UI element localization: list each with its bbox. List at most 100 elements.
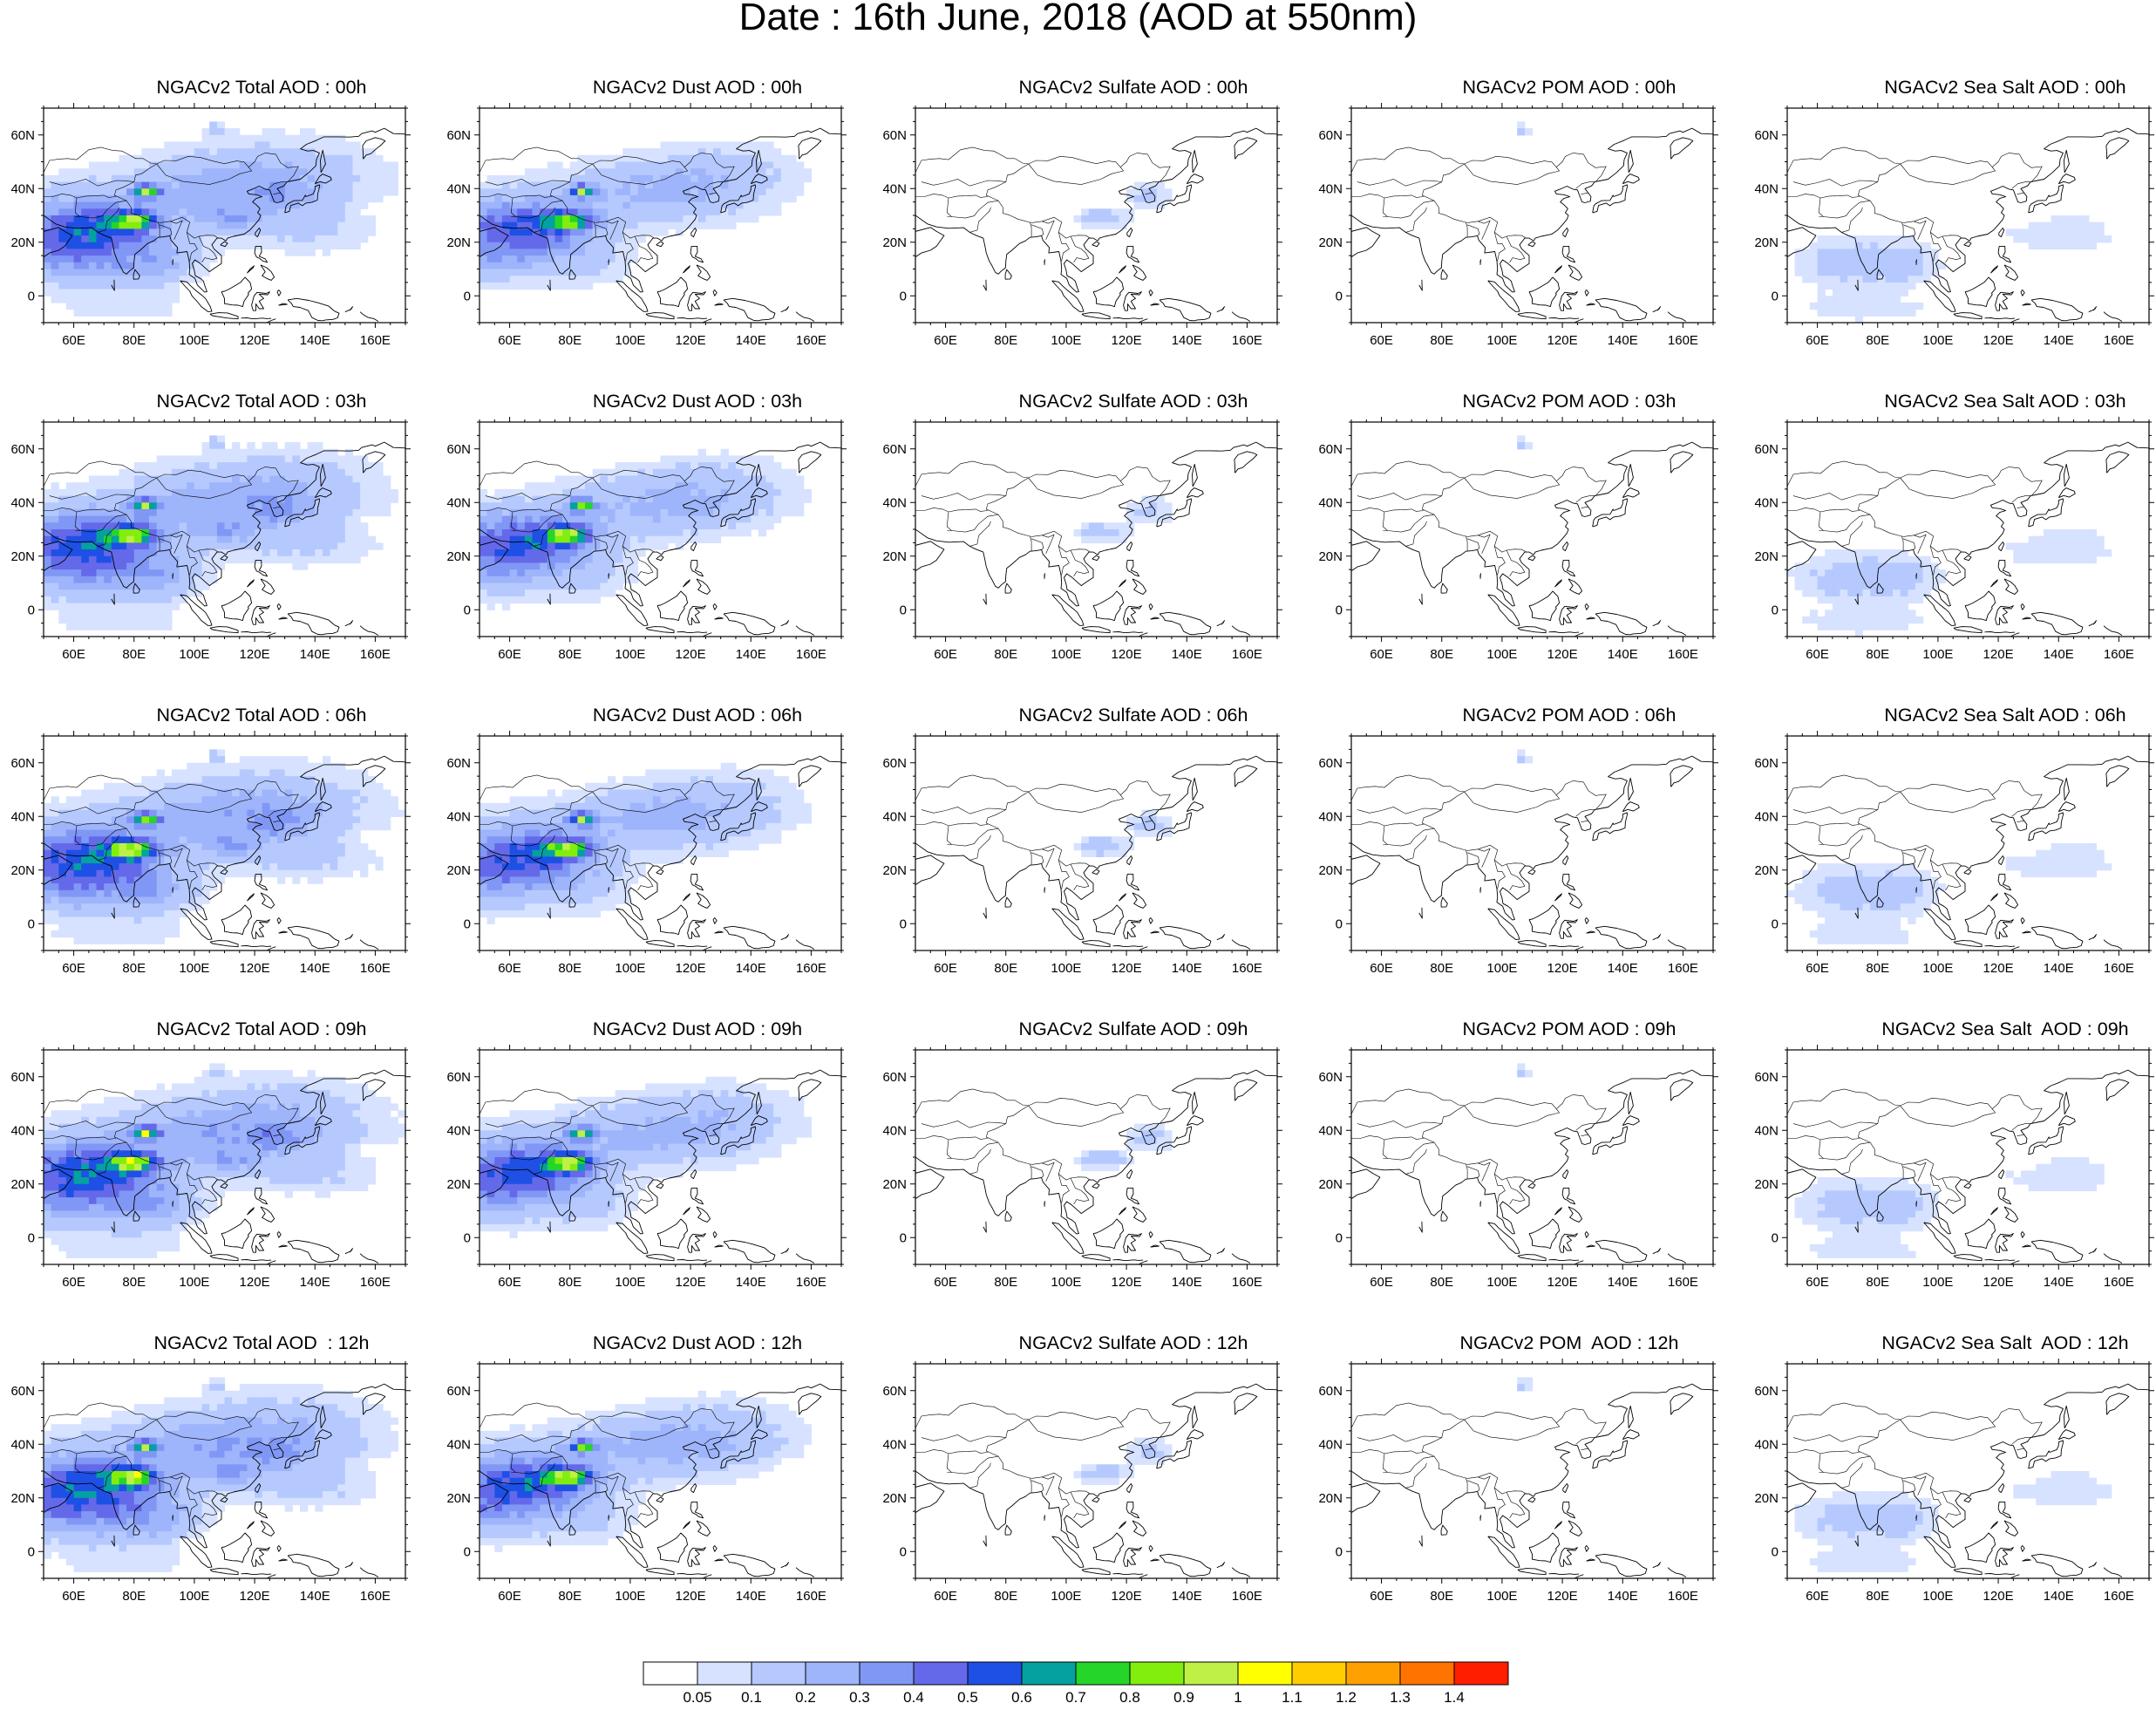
aod-cell: [1802, 262, 1810, 269]
aod-cell: [149, 168, 157, 175]
aod-cell: [81, 296, 89, 303]
aod-cell: [232, 449, 240, 456]
aod-cell: [525, 556, 533, 563]
coastline: [345, 621, 353, 626]
aod-cell: [781, 175, 789, 182]
aod-cell: [525, 262, 533, 269]
country-border: [1903, 539, 1915, 550]
aod-cell: [630, 168, 638, 175]
aod-cell: [157, 222, 165, 229]
aod-cell: [180, 269, 187, 276]
aod-cell: [661, 228, 669, 235]
aod-cell: [1164, 188, 1172, 195]
aod-cell: [1833, 556, 1840, 563]
aod-cell: [1878, 549, 1886, 556]
aod-cell: [1885, 269, 1893, 276]
aod-cell: [345, 476, 353, 483]
aod-cell: [262, 522, 270, 529]
lon-tick-label: 120E: [1547, 647, 1578, 662]
aod-cell: [1870, 562, 1878, 569]
aod-cell: [89, 255, 97, 262]
aod-cell: [2089, 228, 2097, 235]
aod-cell: [2044, 242, 2051, 249]
aod-cell: [194, 476, 202, 483]
country-border: [1384, 195, 1424, 198]
aod-cell: [728, 175, 736, 182]
aod-cell: [494, 502, 502, 509]
aod-cell: [2081, 529, 2089, 536]
aod-cell: [1855, 617, 1863, 623]
aod-cell: [360, 476, 368, 483]
aod-cell: [292, 489, 300, 496]
aod-cell: [89, 516, 97, 523]
aod-cell: [1818, 235, 1826, 242]
aod-cell: [149, 242, 157, 249]
coastline: [1124, 292, 1142, 311]
aod-cell: [157, 208, 165, 215]
aod-cell: [126, 569, 134, 576]
aod-cell: [585, 496, 593, 503]
aod-cell: [668, 462, 676, 469]
aod-cell: [149, 462, 157, 469]
lon-tick-label: 100E: [1051, 333, 1081, 348]
aod-cell: [781, 168, 789, 175]
lat-tick-label: 60N: [1318, 442, 1343, 457]
aod-cell: [502, 489, 510, 496]
aod-cell: [247, 489, 255, 496]
aod-cell: [285, 556, 293, 563]
aod-cell: [638, 476, 646, 483]
aod-cell: [345, 162, 353, 169]
aod-cell: [1908, 269, 1915, 276]
aod-cell: [668, 489, 676, 496]
coastline: [616, 595, 648, 625]
aod-cell: [180, 583, 187, 590]
aod-cell: [141, 576, 149, 583]
aod-cell: [232, 462, 240, 469]
aod-cell: [180, 228, 187, 235]
aod-cell: [360, 155, 368, 162]
aod-cell: [698, 215, 706, 222]
aod-cell: [180, 542, 187, 549]
aod-cell: [487, 583, 495, 590]
aod-cell: [653, 522, 661, 529]
aod-cell: [593, 276, 601, 283]
aod-cell: [277, 235, 285, 242]
aod-cell: [187, 215, 194, 222]
aod-cell: [81, 249, 89, 255]
aod-cell: [577, 162, 585, 169]
coastline: [1560, 292, 1578, 311]
aod-cell: [1863, 549, 1871, 556]
aod-cell: [517, 242, 525, 249]
coastline: [277, 604, 281, 610]
aod-cell: [180, 148, 187, 155]
aod-cell: [698, 208, 706, 215]
aod-cell: [269, 489, 277, 496]
aod-cell: [134, 623, 142, 630]
aod-cell: [157, 596, 165, 603]
aod-cell: [585, 155, 593, 162]
aod-cell: [577, 202, 585, 209]
aod-cell: [172, 215, 180, 222]
aod-cell: [600, 469, 608, 476]
aod-cell: [308, 128, 316, 135]
aod-cell: [585, 489, 593, 496]
aod-cell: [300, 162, 308, 169]
aod-cell: [616, 522, 623, 529]
aod-cell: [638, 235, 646, 242]
lon-tick-label: 140E: [300, 647, 330, 662]
aod-cell: [330, 536, 338, 543]
aod-cell: [540, 562, 548, 569]
aod-cell: [1112, 215, 1119, 222]
aod-cell: [1901, 269, 1908, 276]
aod-cell: [2074, 222, 2082, 229]
aod-cell: [300, 188, 308, 195]
aod-cell: [164, 195, 172, 202]
aod-cell: [51, 496, 59, 503]
aod-cell: [225, 141, 233, 148]
aod-cell: [97, 623, 105, 630]
aod-cell: [645, 496, 653, 503]
aod-cell: [502, 589, 510, 596]
aod-cell: [744, 462, 752, 469]
aod-cell: [585, 208, 593, 215]
